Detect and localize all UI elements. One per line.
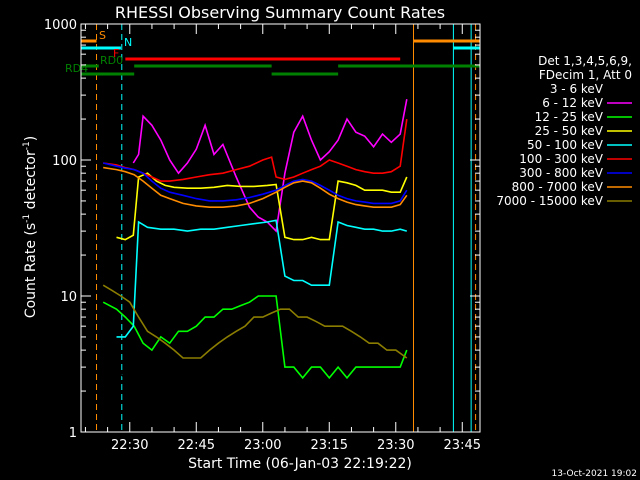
- y-tick-label: 1000: [44, 18, 77, 33]
- legend-entry-label: 800 - 7000 keV: [512, 180, 604, 194]
- series-line-0: [102, 109, 408, 433]
- series-line-2: [102, 295, 408, 380]
- legend-entry-label: 300 - 800 keV: [519, 166, 603, 180]
- x-tick-label: 23:30: [377, 438, 414, 453]
- axes-frame: [80, 23, 481, 433]
- footer-timestamp: 13-Oct-2021 19:02: [552, 469, 637, 479]
- series-line-4: [116, 219, 408, 338]
- x-tick-label: 23:15: [311, 438, 348, 453]
- series-line-5: [103, 118, 408, 182]
- legend-entry-label: 25 - 50 keV: [535, 124, 604, 138]
- y-axis-label-mid: detector: [23, 150, 39, 214]
- y-axis-label-sup2: -1: [22, 141, 32, 150]
- series-line-3: [116, 172, 408, 241]
- flag-label-n: N: [124, 36, 132, 49]
- flag-label-rd4: RD4: [65, 62, 88, 75]
- x-axis-label: Start Time (06-Jan-03 22:19:22): [188, 456, 412, 472]
- legend: Det 1,3,4,5,6,9, FDecim 1, Att 0 3 - 6 k…: [496, 54, 632, 208]
- y-tick-label: 1: [69, 426, 77, 441]
- y-tick-label: 100: [52, 154, 77, 169]
- x-tick-label: 23:45: [444, 438, 481, 453]
- y-axis-label-end: ): [23, 136, 39, 141]
- series-line-6: [103, 162, 408, 205]
- flag-label-rd0: RD0: [100, 54, 123, 67]
- x-tick-label: 22:30: [111, 438, 148, 453]
- series-line-8: [102, 284, 408, 359]
- legend-entry-label: 6 - 12 keV: [542, 96, 604, 110]
- legend-entry-label: 7000 - 15000 keV: [496, 194, 603, 208]
- legend-entry-label: 50 - 100 keV: [527, 138, 604, 152]
- flag-label-f: F: [113, 47, 119, 60]
- series-line-1: [132, 99, 408, 233]
- y-tick-label: 10: [60, 290, 77, 305]
- x-tick-label: 23:00: [244, 438, 281, 453]
- legend-entry-label: 3 - 6 keV: [550, 82, 604, 96]
- legend-entry-label: 12 - 25 keV: [535, 110, 604, 124]
- x-tick-label: 22:45: [178, 438, 215, 453]
- legend-header-line-2: FDecim 1, Att 0: [539, 68, 632, 82]
- y-axis-label: Count Rate (s-1 detector-1): [22, 136, 39, 318]
- legend-entry-label: 100 - 300 keV: [519, 152, 603, 166]
- legend-header-line-1: Det 1,3,4,5,6,9,: [538, 54, 632, 68]
- y-axis-label-main: Count Rate (s: [23, 223, 39, 318]
- chart-title: RHESSI Observing Summary Count Rates: [115, 3, 445, 22]
- series-line-7: [103, 166, 408, 208]
- flag-label-s: S: [99, 29, 106, 42]
- y-axis-label-sup1: -1: [22, 214, 32, 223]
